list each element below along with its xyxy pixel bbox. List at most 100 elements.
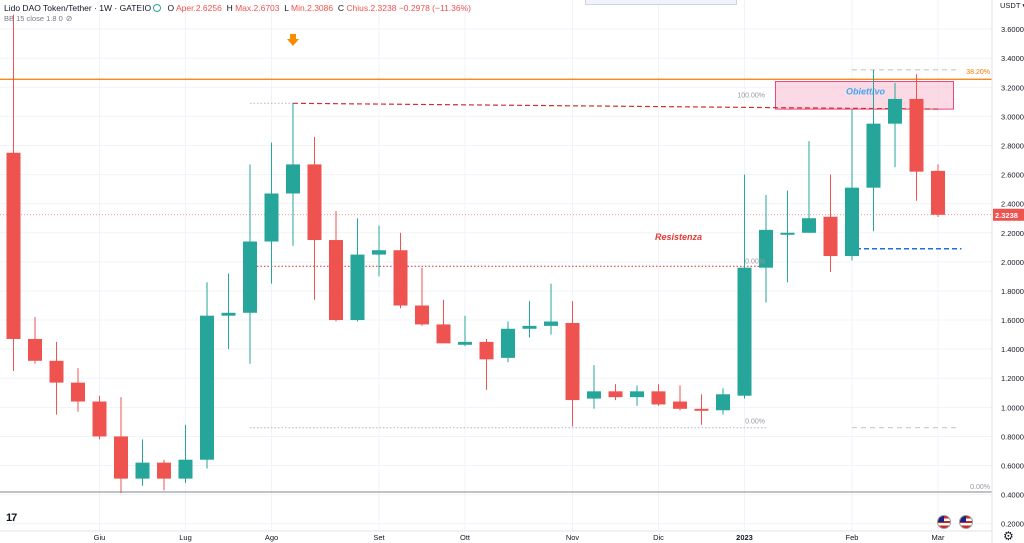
time-tick-label: Ott bbox=[460, 533, 471, 542]
fib-level-label: 100.00% bbox=[737, 92, 765, 99]
fib-level-label: 38.20% bbox=[966, 69, 990, 76]
fib-level-label: 0.00% bbox=[745, 258, 765, 265]
candle-body bbox=[694, 408, 709, 411]
candle-body bbox=[200, 315, 214, 460]
chart-legend: Lido DAO Token/Tether · 1W · GATEIO O Ap… bbox=[4, 2, 471, 14]
candle-body bbox=[28, 338, 42, 361]
candle-body bbox=[415, 305, 429, 325]
price-tick-label: 1.6000 bbox=[1001, 316, 1024, 325]
price-tick-label: 2.2000 bbox=[1001, 229, 1024, 238]
price-tick-label: 0.6000 bbox=[1001, 462, 1024, 471]
candle-body bbox=[350, 254, 365, 321]
time-tick-label: Set bbox=[373, 533, 385, 542]
tradingview-logo-icon: 17 bbox=[6, 512, 17, 524]
candle-body bbox=[135, 462, 150, 479]
low-value: Min.2.3086 bbox=[291, 3, 334, 13]
price-tick-label: 2.4000 bbox=[1001, 200, 1024, 209]
resistance-label: Resistenza bbox=[655, 232, 702, 242]
low-label: L bbox=[284, 3, 289, 13]
candle-body bbox=[608, 391, 623, 398]
candle-body bbox=[307, 164, 322, 241]
price-tick-label: 0.2000 bbox=[1001, 520, 1024, 529]
close-value: Chius.2.3238 bbox=[346, 3, 397, 13]
market-status-icon bbox=[153, 4, 162, 12]
candle-body bbox=[651, 391, 666, 405]
candle-body bbox=[587, 391, 601, 399]
price-tag: 2.3238 bbox=[995, 211, 1018, 220]
candle-body bbox=[329, 240, 343, 321]
candle-body bbox=[802, 218, 816, 233]
time-tick-label: Mar bbox=[932, 533, 945, 542]
indicator-legend[interactable]: BB 15 close 1.8 0 ⊘ bbox=[4, 14, 73, 23]
candle-body bbox=[759, 229, 773, 268]
candle-body bbox=[780, 232, 795, 235]
close-label: C bbox=[337, 3, 344, 13]
candle-body bbox=[931, 170, 945, 215]
price-tick-label: 3.0000 bbox=[1001, 112, 1024, 121]
time-tick-label: Ago bbox=[265, 533, 278, 542]
down-arrow-icon bbox=[287, 34, 299, 46]
price-tick-label: 2.6000 bbox=[1001, 171, 1024, 180]
price-tick-label: 1.8000 bbox=[1001, 287, 1024, 296]
zone-label: Obiettivo bbox=[846, 86, 886, 96]
currency-label: USDT ▾ bbox=[1000, 1, 1024, 10]
price-tick-label: 1.2000 bbox=[1001, 374, 1024, 383]
price-tick-label: 1.4000 bbox=[1001, 345, 1024, 354]
candle-body bbox=[888, 98, 902, 124]
candle-body bbox=[565, 322, 580, 401]
resistance-dashed-line bbox=[292, 102, 939, 110]
us-flag-icon[interactable] bbox=[937, 515, 951, 529]
candle-body bbox=[479, 341, 494, 360]
candle-body bbox=[393, 250, 408, 306]
target-zone bbox=[775, 81, 954, 110]
open-label: O bbox=[167, 3, 175, 13]
gear-icon[interactable]: ⚙ bbox=[1003, 529, 1014, 543]
candle-body bbox=[221, 312, 236, 316]
time-tick-label: Feb bbox=[846, 533, 859, 542]
fib-level-label: 0.00% bbox=[745, 418, 765, 425]
candle-body bbox=[630, 391, 644, 398]
candle-body bbox=[522, 325, 537, 329]
time-tick-label: 2023 bbox=[736, 533, 753, 542]
candle-body bbox=[823, 216, 838, 257]
candle-body bbox=[243, 241, 257, 313]
price-tick-label: 2.8000 bbox=[1001, 141, 1024, 150]
time-tick-label: Nov bbox=[566, 533, 580, 542]
candle-body bbox=[673, 401, 687, 409]
candle-body bbox=[71, 382, 85, 402]
price-axis-background bbox=[992, 0, 1024, 543]
top-toolbar-tab[interactable] bbox=[585, 0, 737, 5]
candle-body bbox=[157, 462, 171, 479]
candle-body bbox=[716, 394, 730, 411]
candle-body bbox=[114, 436, 128, 479]
candle-body bbox=[436, 324, 451, 344]
open-value: Aper.2.6256 bbox=[175, 3, 222, 13]
indicator-label: BB 15 close 1.8 0 bbox=[4, 14, 63, 23]
candle-body bbox=[6, 152, 21, 339]
price-tick-label: 2.0000 bbox=[1001, 258, 1024, 267]
eye-hidden-icon[interactable]: ⊘ bbox=[65, 14, 73, 23]
high-value: Max.2.6703 bbox=[235, 3, 280, 13]
candle-body bbox=[372, 250, 386, 255]
candle-body bbox=[92, 401, 107, 437]
time-tick-label: Giu bbox=[94, 533, 106, 542]
symbol-title[interactable]: Lido DAO Token/Tether · 1W · GATEIO bbox=[4, 3, 152, 13]
price-tick-label: 1.0000 bbox=[1001, 403, 1024, 412]
candle-body bbox=[737, 267, 752, 396]
candle-body bbox=[909, 98, 924, 172]
change-value: −0.2978 (−11.36%) bbox=[398, 3, 471, 13]
candle-body bbox=[845, 187, 859, 257]
candle-body bbox=[458, 341, 472, 345]
price-tick-label: 0.4000 bbox=[1001, 491, 1024, 500]
price-tick-label: 3.2000 bbox=[1001, 83, 1024, 92]
time-tick-label: Dic bbox=[653, 533, 664, 542]
price-tick-label: 3.6000 bbox=[1001, 25, 1024, 34]
price-tick-label: 0.8000 bbox=[1001, 432, 1024, 441]
high-label: H bbox=[226, 3, 233, 13]
price-tick-label: 3.4000 bbox=[1001, 54, 1024, 63]
candle-body bbox=[866, 123, 881, 188]
price-tag-background bbox=[993, 208, 1024, 221]
us-flag-icon[interactable] bbox=[959, 515, 973, 529]
candle-body bbox=[501, 328, 515, 358]
